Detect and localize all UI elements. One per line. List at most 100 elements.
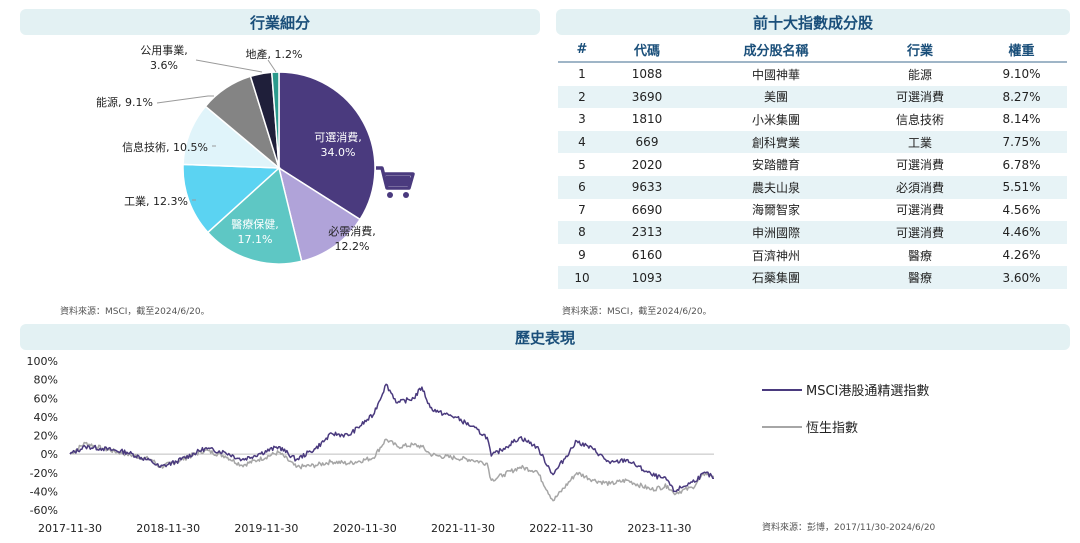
pie-slice: [182, 163, 281, 234]
cell-sector: 可選消費: [864, 221, 976, 244]
x-tick-label: 2019-11-30: [234, 522, 298, 535]
cell-weight: 6.78%: [1002, 157, 1041, 172]
cell-rank: 8: [558, 221, 606, 244]
cell-rank: 6: [558, 175, 606, 199]
pie-slice-percent: 34.0%: [321, 146, 356, 159]
constituents-header-row: # 代碼 成分股名稱 行業 權重: [558, 37, 1067, 63]
x-tick-label: 2020-11-30: [333, 522, 397, 535]
x-tick-label: 2023-11-30: [627, 522, 691, 535]
cell-sector: 工業: [864, 130, 976, 154]
cell-rank: 4: [558, 130, 606, 154]
col-header-name: 成分股名稱: [688, 37, 864, 63]
cell-rank: 10: [558, 266, 606, 289]
cell-name: 創科實業: [688, 130, 864, 154]
cell-rank: 9: [578, 248, 586, 263]
x-tick-label: 2018-11-30: [136, 522, 200, 535]
cell-name: 美團: [688, 85, 864, 109]
sector-panel-title: 行業細分: [20, 9, 540, 35]
sector-source-note: 資料來源：MSCI，截至2024/6/20。: [60, 307, 210, 317]
table-row: 1 1088 中國神華 能源 9.10%: [558, 62, 1067, 86]
constituents-panel-title: 前十大指數成分股: [556, 9, 1070, 35]
cell-name: 百濟神州: [751, 248, 800, 263]
x-tick-label: 2017-11-30: [38, 522, 102, 535]
cell-rank: 5: [578, 157, 586, 172]
cell-code: 669: [606, 130, 688, 154]
cell-weight: 4.26%: [1002, 248, 1041, 263]
cell-weight: 4.56%: [1002, 202, 1041, 217]
cell-rank: 1: [578, 67, 586, 82]
constituents-source-note: 資料來源：MSCI，截至2024/6/20。: [562, 307, 712, 317]
table-row: 2 3690 美團 可選消費 8.27%: [558, 85, 1067, 109]
pie-slice-label: 地產, 1.2%: [246, 47, 303, 61]
pie-slice-label: 能源, 9.1%: [96, 95, 153, 109]
pie-slice: [270, 71, 280, 169]
table-row: 5 2020 安踏體育 可選消費 6.78%: [558, 153, 1067, 176]
pie-slice-label: 醫療保健,: [231, 217, 279, 231]
cell-weight: 5.51%: [976, 175, 1067, 199]
cell-sector: 醫療: [864, 266, 976, 289]
y-tick-label: 20%: [34, 430, 58, 443]
cell-rank: 7: [578, 202, 586, 217]
pie-slice-percent: 17.1%: [238, 233, 273, 246]
table-row: 6 9633 農夫山泉 必須消費 5.51%: [558, 175, 1067, 199]
cell-name: 海爾智家: [751, 203, 800, 218]
y-tick-label: 0%: [41, 448, 58, 461]
cell-name: 農夫山泉: [688, 175, 864, 199]
legend-swatch-hsi: [762, 425, 802, 428]
cell-code: 3690: [606, 85, 688, 109]
history-panel-title: 歷史表現: [20, 324, 1070, 350]
cell-weight: 3.60%: [976, 266, 1067, 289]
cell-name: 小米集團: [751, 112, 800, 127]
table-row: 8 2313 申洲國際 可選消費 4.46%: [558, 221, 1067, 244]
pie-slice-label: 工業, 12.3%: [124, 195, 188, 208]
cell-code: 1810: [631, 112, 663, 127]
pie-slice-label: 可選消費,: [314, 130, 362, 144]
pie-slice-label: 必需消費,: [328, 224, 376, 238]
cell-sector: 信息技術: [895, 112, 944, 127]
history-line-chart: 100% 80% 60% 40% 20% 0% -20% -40% -60% 2017-11-30…: [27, 355, 714, 535]
col-header-rank: #: [558, 37, 606, 63]
legend-label-hsi: 恆生指數: [806, 421, 859, 436]
y-tick-label: -60%: [30, 504, 58, 517]
legend-item-msci: MSCI港股通精選指數: [762, 380, 929, 399]
cell-code: 2313: [606, 221, 688, 244]
y-tick-label: 60%: [34, 392, 58, 405]
col-header-sector: 行業: [864, 37, 976, 63]
pie-slice-percent: 12.2%: [335, 240, 370, 253]
cell-sector: 可選消費: [864, 85, 976, 109]
cell-weight: 4.46%: [976, 221, 1067, 244]
pie-slice-label: 公用事業,: [140, 44, 188, 57]
table-row: 9 6160 百濟神州 醫療 4.26%: [558, 244, 1067, 267]
cell-code: 2020: [631, 157, 663, 172]
cell-name: 申洲國際: [688, 221, 864, 244]
cell-weight: 7.75%: [976, 130, 1067, 154]
cell-code: 6690: [631, 202, 663, 217]
table-row: 10 1093 石藥集團 醫療 3.60%: [558, 266, 1067, 289]
cell-weight: 8.27%: [976, 85, 1067, 109]
y-tick-label: -20%: [30, 467, 58, 480]
pie-leader-line: [156, 95, 214, 104]
series-line: [69, 383, 714, 493]
cell-sector: 可選消費: [895, 203, 944, 218]
cell-code: 1088: [631, 67, 663, 82]
shopping-cart-icon: [376, 166, 415, 198]
cell-weight: 8.14%: [1002, 112, 1041, 127]
x-tick-label: 2021-11-30: [431, 522, 495, 535]
cell-code: 6160: [631, 248, 663, 263]
y-tick-label: -40%: [30, 485, 58, 498]
pie-slice-percent: 3.6%: [150, 59, 178, 72]
legend-label-msci: MSCI港股通精選指數: [806, 384, 930, 399]
cell-rank: 2: [558, 85, 606, 109]
cell-name: 安踏體育: [751, 158, 800, 173]
pie-leader-line: [267, 59, 277, 73]
pie-slice: [206, 166, 303, 265]
col-header-weight: 權重: [976, 37, 1067, 63]
cell-name: 中國神華: [751, 67, 800, 82]
legend-item-hsi: 恆生指數: [762, 417, 858, 436]
table-row: 4 669 創科實業 工業 7.75%: [558, 130, 1067, 154]
table-row: 3 1810 小米集團 信息技術 8.14%: [558, 108, 1067, 131]
pie-slice-label: 信息技術, 10.5%: [122, 140, 208, 154]
cell-sector: 醫療: [907, 248, 932, 263]
cell-rank: 3: [578, 112, 586, 127]
y-tick-label: 80%: [34, 374, 58, 387]
